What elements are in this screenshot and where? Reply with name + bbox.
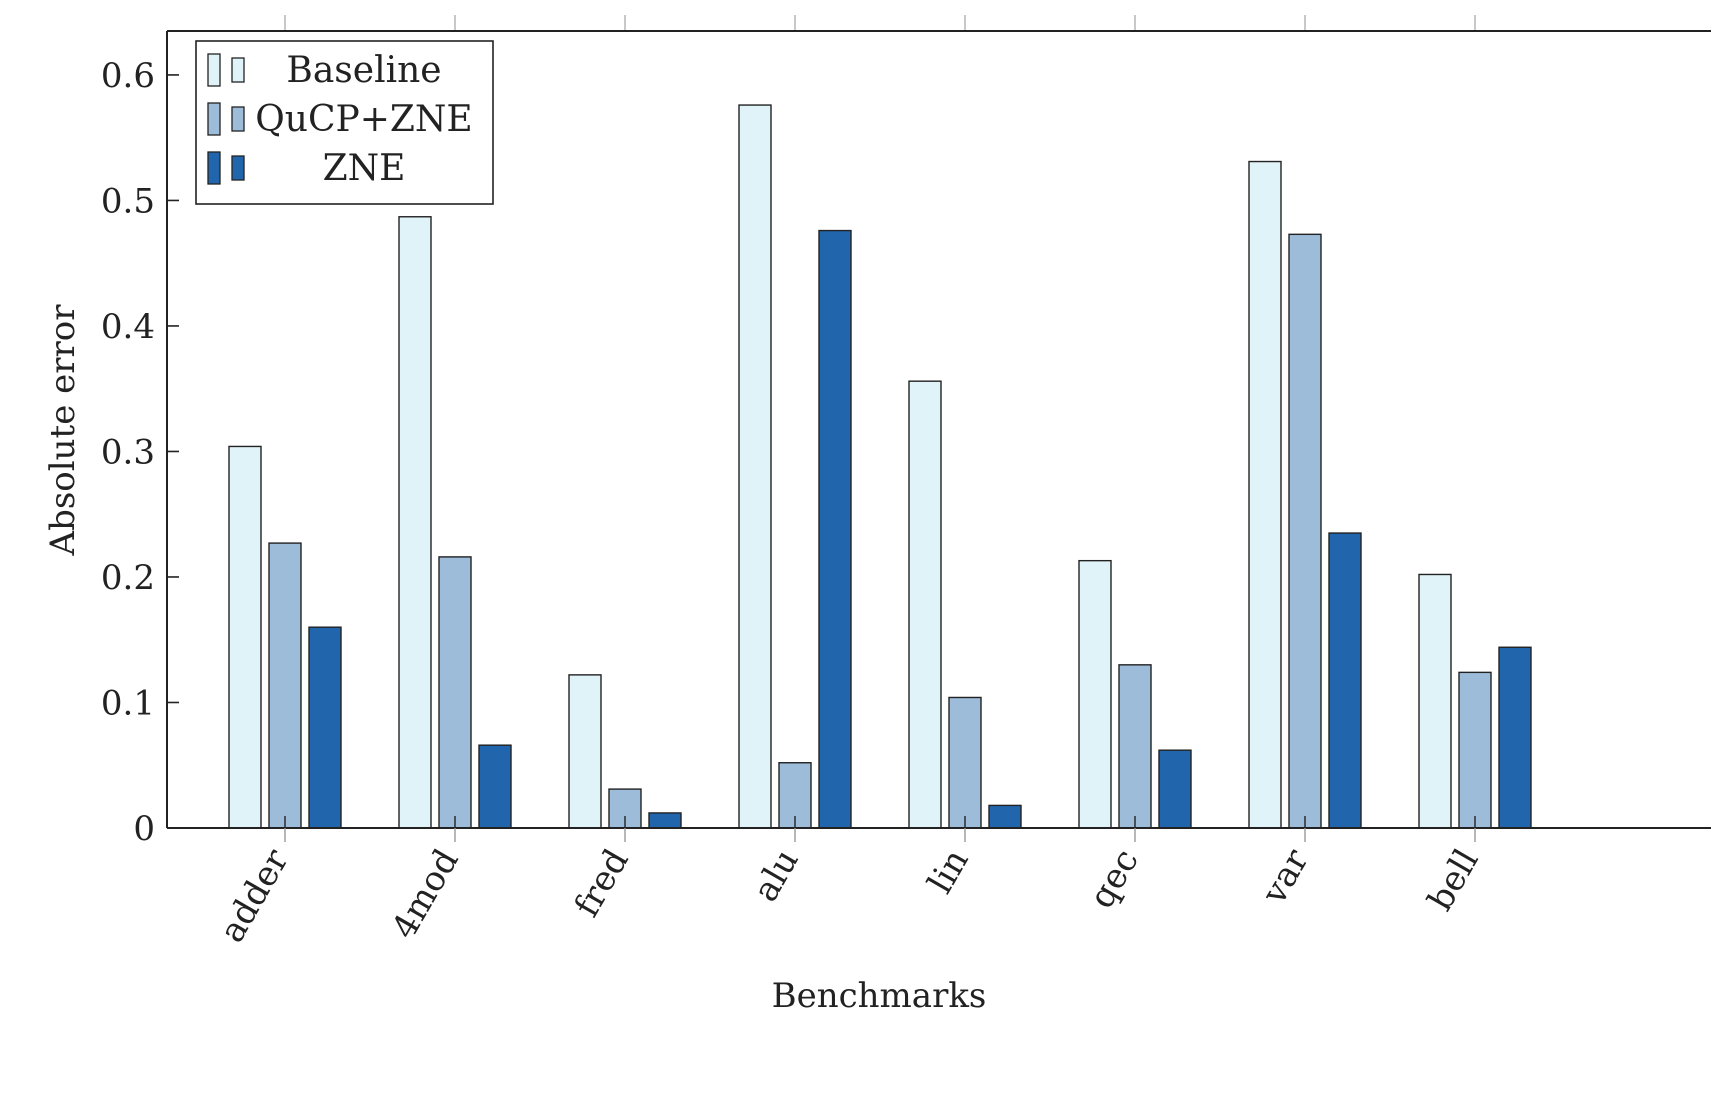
x-axis-title: Benchmarks — [772, 976, 987, 1016]
y-axis-title: Absolute error — [43, 304, 83, 557]
y-tick-label: 0 — [133, 809, 155, 849]
bar-alu-baseline — [738, 104, 772, 829]
legend-swatch-small — [231, 106, 245, 132]
legend-label: QuCP+ZNE — [255, 99, 472, 140]
bar-4mod-qucp-zne — [438, 556, 472, 829]
bar-lin-baseline — [908, 380, 942, 829]
legend-swatch — [207, 53, 221, 87]
bar-var-qucp-zne — [1288, 233, 1322, 829]
bar-qec-qucp-zne — [1118, 664, 1152, 829]
legend-swatch — [207, 102, 221, 136]
legend-swatch-small — [231, 155, 245, 181]
y-tick-label: 0.1 — [101, 683, 155, 723]
bars — [228, 104, 1532, 829]
bar-bell-baseline — [1418, 573, 1452, 829]
y-tick-label: 0.2 — [101, 558, 155, 598]
y-tick-label: 0.5 — [101, 181, 155, 221]
legend-label: Baseline — [286, 50, 441, 91]
bar-bell-qucp-zne — [1458, 671, 1492, 829]
bar-4mod-zne — [478, 744, 512, 829]
bar-adder-baseline — [228, 445, 262, 829]
bar-adder-qucp-zne — [268, 542, 302, 829]
bar-var-zne — [1328, 532, 1362, 829]
y-tick-label: 0.3 — [101, 432, 155, 472]
bar-qec-baseline — [1078, 559, 1112, 829]
top-ticks — [284, 15, 1476, 31]
legend-label: ZNE — [323, 148, 406, 189]
y-axis-ticks: 0 0.1 0.2 0.3 0.4 0.5 0.6 — [101, 56, 179, 849]
bar-alu-zne — [818, 229, 852, 829]
y-tick-label: 0.6 — [101, 56, 155, 96]
legend: Baseline QuCP+ZNE ZNE — [195, 40, 494, 205]
bar-4mod-baseline — [398, 216, 432, 829]
bar-var-baseline — [1248, 160, 1282, 829]
bar-bell-zne — [1498, 646, 1532, 829]
legend-swatch-small — [231, 57, 245, 83]
legend-box — [195, 40, 494, 205]
bar-fred-baseline — [568, 674, 602, 829]
bar-lin-zne — [988, 804, 1022, 829]
axes — [166, 30, 1711, 829]
bar-adder-zne — [308, 626, 342, 829]
y-tick-label: 0.4 — [101, 307, 155, 347]
legend-swatch — [207, 151, 221, 185]
bar-fred-zne — [648, 812, 682, 829]
bar-qec-zne — [1158, 749, 1192, 829]
bar-lin-qucp-zne — [948, 696, 982, 829]
